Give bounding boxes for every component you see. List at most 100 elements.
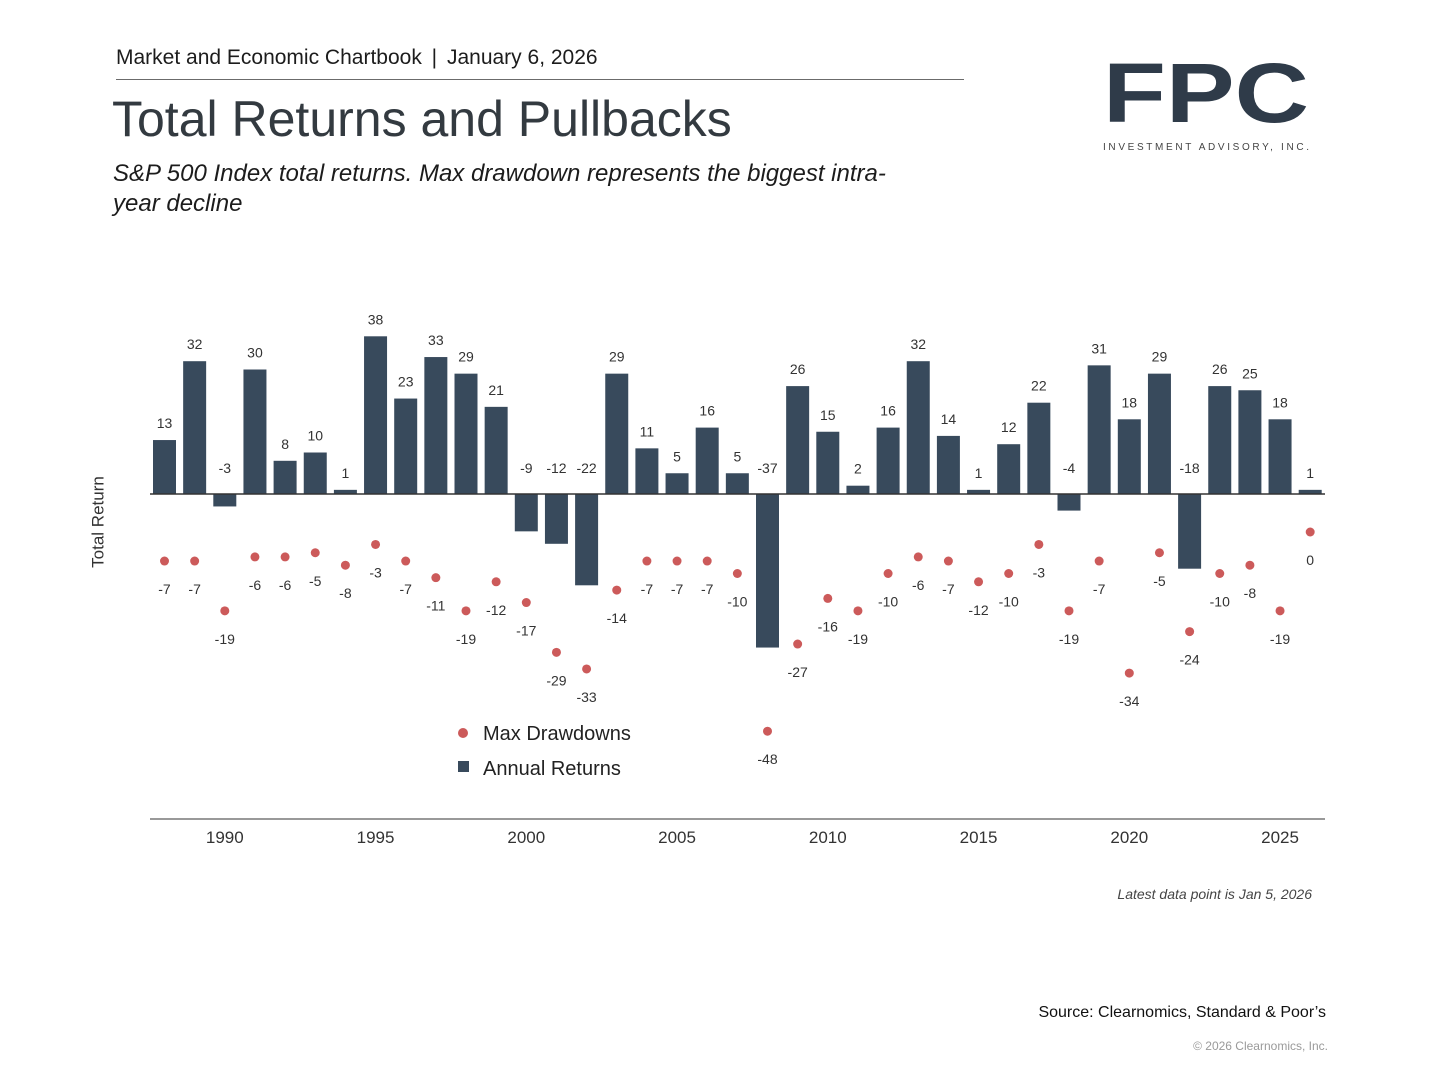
drawdown-dot [913, 552, 923, 562]
fpc-logo: FPC INVESTMENT ADVISORY, INC. [1103, 52, 1309, 153]
return-label: 18 [1272, 394, 1288, 410]
drawdown-dot [672, 556, 682, 566]
drawdown-dot [190, 556, 200, 566]
return-label: 2 [854, 461, 862, 477]
drawdown-dot [943, 556, 953, 566]
return-bar [273, 460, 297, 494]
return-label: 26 [790, 361, 806, 377]
drawdown-label: -24 [1179, 652, 1199, 668]
drawdown-label: -8 [339, 585, 352, 601]
return-bar [816, 431, 840, 494]
return-label: -22 [576, 460, 596, 476]
return-label: 23 [398, 374, 414, 390]
drawdown-label: -7 [399, 581, 412, 597]
return-label: 21 [488, 382, 504, 398]
return-label: 33 [428, 332, 444, 348]
x-tick-label: 2005 [658, 828, 696, 847]
drawdown-label: -7 [158, 581, 171, 597]
source-text: Source: Clearnomics, Standard & Poor’s [1038, 1004, 1326, 1021]
return-bar [786, 386, 810, 494]
return-bar [484, 406, 508, 494]
return-label: -3 [219, 460, 232, 476]
drawdown-label: -27 [788, 664, 808, 680]
return-label: 26 [1212, 361, 1228, 377]
return-bar [725, 473, 749, 494]
drawdown-dot [1154, 548, 1164, 558]
return-label: 1 [1306, 465, 1314, 481]
drawdown-label: -6 [912, 577, 925, 593]
return-label: 1 [975, 465, 983, 481]
drawdown-label: -10 [999, 594, 1019, 610]
legend-dot-icon [458, 728, 468, 738]
drawdown-label: -10 [878, 594, 898, 610]
drawdown-label: -7 [671, 581, 684, 597]
return-bar [1178, 494, 1202, 569]
return-label: 29 [1152, 349, 1168, 365]
return-bar [153, 440, 176, 494]
return-label: 13 [157, 415, 173, 431]
drawdown-dot [1094, 556, 1104, 566]
return-bar [1238, 390, 1262, 494]
return-bar [454, 373, 478, 494]
drawdown-dot [1064, 606, 1074, 616]
drawdown-label: -7 [701, 581, 714, 597]
return-label: 8 [281, 436, 289, 452]
drawdown-dot [612, 585, 622, 595]
page-title: Total Returns and Pullbacks [112, 91, 732, 147]
return-bar [575, 494, 599, 586]
return-label: 5 [673, 448, 681, 464]
return-bar [936, 435, 960, 494]
drawdown-label: -19 [848, 631, 868, 647]
drawdown-dot [310, 548, 320, 558]
header-divider [116, 79, 964, 80]
drawdown-label: -19 [1059, 631, 1079, 647]
return-label: 30 [247, 345, 263, 361]
x-tick-label: 1995 [357, 828, 395, 847]
legend-returns-label: Annual Returns [483, 758, 621, 780]
latest-data-note: Latest data point is Jan 5, 2026 [1117, 886, 1312, 902]
legend-bar-icon [458, 761, 469, 772]
return-bar [997, 444, 1021, 494]
return-bar [906, 361, 930, 494]
chartbook-header: Market and Economic Chartbook | January … [116, 46, 598, 70]
drawdown-dot [401, 556, 411, 566]
drawdown-label: -5 [309, 573, 322, 589]
drawdown-dot [1034, 539, 1044, 549]
x-tick-labels: 1990 1995 2000 2005 2010 2015 2020 2025 [206, 828, 1299, 847]
drawdown-label: -6 [279, 577, 292, 593]
drawdown-dot [491, 577, 501, 587]
return-bar [1268, 419, 1292, 494]
drawdown-label: -48 [757, 751, 777, 767]
return-label: -4 [1063, 460, 1076, 476]
drawdown-label: -7 [641, 581, 654, 597]
drawdown-label: -5 [1153, 573, 1166, 589]
return-label: 31 [1091, 340, 1107, 356]
return-label: 1 [342, 465, 350, 481]
drawdown-dot [974, 577, 984, 587]
return-label: 29 [458, 349, 474, 365]
copyright-text: © 2026 Clearnomics, Inc. [1193, 1039, 1328, 1053]
y-axis-label: Total Return [88, 476, 107, 568]
drawdown-dot [642, 556, 652, 566]
return-bar [1027, 402, 1051, 494]
drawdown-label: -14 [607, 610, 627, 626]
return-label: 5 [733, 448, 741, 464]
return-label: 16 [699, 403, 715, 419]
drawdown-label: -17 [516, 623, 536, 639]
drawdown-dot [371, 539, 381, 549]
return-bar [605, 373, 629, 494]
return-label: 16 [880, 403, 896, 419]
drawdown-dot [793, 639, 803, 649]
drawdown-dot [250, 552, 260, 562]
return-label: -12 [546, 460, 566, 476]
return-bar [213, 494, 237, 507]
x-tick-label: 2010 [809, 828, 847, 847]
drawdown-dot [521, 598, 531, 608]
drawdown-label: -10 [1210, 594, 1230, 610]
return-label: 11 [640, 423, 655, 439]
drawdown-dot [340, 560, 350, 570]
return-bar [1298, 489, 1322, 494]
x-tick-label: 2025 [1261, 828, 1299, 847]
return-label: 29 [609, 349, 625, 365]
return-bar [183, 361, 207, 494]
